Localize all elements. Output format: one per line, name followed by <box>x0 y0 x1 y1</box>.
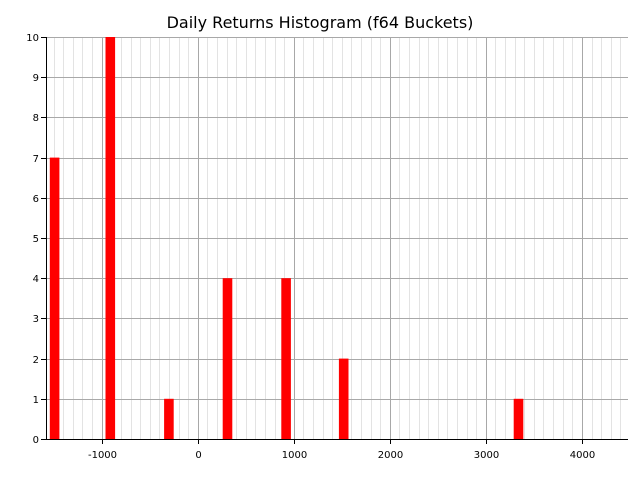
y-tick-label: 0 <box>33 435 39 446</box>
y-tick-label: 5 <box>33 234 39 245</box>
x-tick-label: -1000 <box>88 450 117 461</box>
y-tick-label: 9 <box>33 73 39 84</box>
y-tick-label: 1 <box>33 395 39 406</box>
x-tick-label: 1000 <box>282 450 307 461</box>
y-tick-label: 6 <box>33 194 39 205</box>
y-tick-label: 8 <box>33 113 39 124</box>
x-tick-label: 3000 <box>474 450 499 461</box>
histogram-bar <box>164 398 174 439</box>
histogram-bar <box>281 278 291 439</box>
histogram-bar <box>513 398 524 439</box>
chart-title: Daily Returns Histogram (f64 Buckets) <box>167 13 474 32</box>
histogram-bar <box>338 358 349 439</box>
axes <box>46 37 628 440</box>
y-tick-label: 4 <box>33 274 39 285</box>
y-tick-label: 3 <box>33 314 39 325</box>
y-ticks: 0 1 2 3 4 5 6 7 8 9 10 <box>26 33 46 446</box>
x-ticks: -1000 0 1000 2000 3000 4000 <box>88 439 595 461</box>
y-tick-label: 10 <box>26 33 39 44</box>
x-tick-label: 0 <box>195 450 201 461</box>
histogram-bar <box>105 37 116 439</box>
y-tick-label: 2 <box>33 355 39 366</box>
y-tick-label: 7 <box>33 154 39 165</box>
histogram-bar <box>49 157 60 439</box>
grid-major <box>46 37 628 439</box>
x-tick-label: 2000 <box>378 450 403 461</box>
bars <box>49 37 524 439</box>
histogram-bar <box>222 278 233 439</box>
x-tick-label: 4000 <box>570 450 595 461</box>
